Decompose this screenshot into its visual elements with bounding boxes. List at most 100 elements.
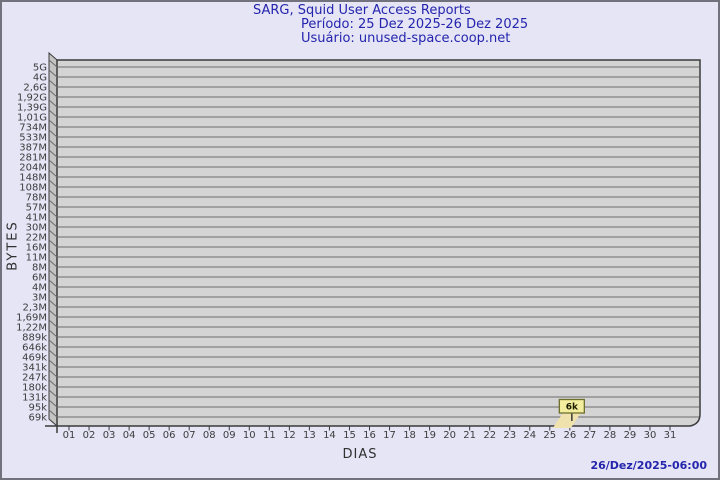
y-tick-label: 4M (32, 283, 47, 294)
x-tick-label: 29 (624, 430, 637, 441)
y-tick-label: 1,92G (17, 93, 47, 104)
y-tick-label: 95k (28, 403, 47, 414)
x-tick-label: 05 (143, 430, 156, 441)
wall-gridline (48, 189, 58, 198)
wall-gridline (48, 149, 58, 158)
data-point-marker: 6k (552, 398, 585, 428)
wall-gridline (48, 249, 58, 258)
wall-gridline (48, 219, 58, 228)
wall-gridline (48, 269, 58, 278)
x-tick-label: 13 (303, 430, 316, 441)
x-tick-label: 16 (363, 430, 376, 441)
y-tick-label: 387M (19, 143, 47, 154)
x-axis-title: DIAS (342, 447, 378, 462)
y-tick-label: 2,3M (22, 303, 47, 314)
chart-period: Período: 25 Dez 2025-26 Dez 2025 (301, 17, 529, 32)
wall-gridline (48, 79, 58, 88)
y-tick-label: 204M (19, 163, 47, 174)
wall-gridline (48, 109, 58, 118)
wall-gridline (48, 399, 58, 408)
wall-gridline (48, 99, 58, 108)
y-tick-label: 6M (32, 273, 47, 284)
wall-gridline (48, 319, 58, 328)
y-tick-label: 180k (22, 383, 47, 394)
y-tick-label: 108M (19, 183, 47, 194)
x-tick-label: 02 (83, 430, 96, 441)
plot-wall (48, 51, 58, 428)
x-tick-label: 31 (664, 430, 677, 441)
wall-gridline (48, 59, 58, 68)
wall-gridline (48, 229, 58, 238)
y-tick-label: 131k (22, 393, 47, 404)
x-tick-label: 24 (523, 430, 536, 441)
wall-gridline (48, 209, 58, 218)
y-tick-label: 8M (32, 263, 47, 274)
y-tick-label: 5G (33, 63, 47, 74)
x-tick-label: 01 (63, 430, 76, 441)
x-tick-label: 21 (463, 430, 476, 441)
plot-area (56, 59, 701, 427)
x-tick-label: 06 (163, 430, 176, 441)
y-tick-label: 734M (19, 123, 47, 134)
y-tick-label: 3M (32, 293, 47, 304)
wall-gridline (48, 389, 58, 398)
y-tick-label: 11M (26, 253, 47, 264)
wall-gridline (48, 259, 58, 268)
wall-gridline (48, 329, 58, 338)
y-tick-label: 1,01G (17, 113, 47, 124)
x-tick-label: 09 (223, 430, 236, 441)
y-tick-label: 2,6G (23, 83, 47, 94)
y-tick-label: 4G (33, 73, 47, 84)
y-tick-label: 22M (26, 233, 47, 244)
y-tick-label: 281M (19, 153, 47, 164)
y-tick-label: 69k (28, 413, 47, 424)
x-tick-label: 07 (183, 430, 196, 441)
y-tick-label: 341k (22, 363, 47, 374)
y-tick-label: 1,69M (16, 313, 47, 324)
wall-gridline (48, 379, 58, 388)
x-tick-label: 15 (343, 430, 356, 441)
x-tick-label: 26 (563, 430, 576, 441)
y-tick-label: 57M (26, 203, 47, 214)
wall-gridline (48, 349, 58, 358)
wall-gridline (48, 159, 58, 168)
generated-timestamp: 26/Dez/2025-06:00 (590, 459, 707, 472)
wall-gridline (48, 409, 58, 418)
x-tick-label: 18 (403, 430, 416, 441)
wall-gridline (48, 359, 58, 368)
x-tick-label: 28 (604, 430, 617, 441)
x-tick-label: 10 (243, 430, 256, 441)
x-tick-label: 03 (103, 430, 116, 441)
x-tick-label: 11 (263, 430, 276, 441)
x-tick-label: 17 (383, 430, 396, 441)
wall-gridline (48, 199, 58, 208)
wall-gridline (48, 89, 58, 98)
x-tick-label: 27 (583, 430, 596, 441)
y-tick-label: 646k (22, 343, 47, 354)
wall-gridline (48, 369, 58, 378)
x-tick-label: 30 (644, 430, 657, 441)
wall-gridline (48, 289, 58, 298)
wall-gridline (48, 179, 58, 188)
y-tick-label: 148M (19, 173, 47, 184)
flag-box (558, 398, 585, 414)
x-tick-label: 20 (443, 430, 456, 441)
wall-gridline (48, 279, 58, 288)
flag-label: 6k (566, 403, 579, 413)
y-tick-label: 41M (26, 213, 47, 224)
wall-gridline (48, 169, 58, 178)
chart-user: Usuário: unused-space.coop.net (301, 31, 511, 46)
bar (552, 413, 581, 428)
wall-gridline (48, 339, 58, 348)
x-tick-label: 19 (423, 430, 436, 441)
x-tick-label: 08 (203, 430, 216, 441)
wall-gridline (48, 309, 58, 318)
x-tick-label: 04 (123, 430, 136, 441)
x-tick-label: 25 (543, 430, 556, 441)
y-axis: 5G4G2,6G1,92G1,39G1,01G734M533M387M281M2… (16, 59, 699, 424)
wall-gridline (48, 239, 58, 248)
y-tick-label: 533M (19, 133, 47, 144)
y-tick-label: 889k (22, 333, 47, 344)
y-tick-label: 78M (26, 193, 47, 204)
